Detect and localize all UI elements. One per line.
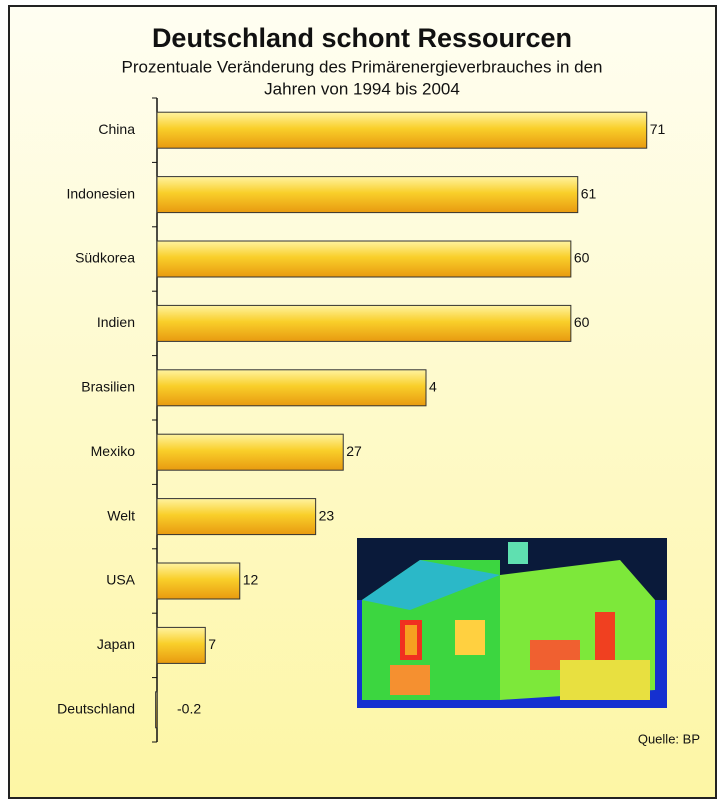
bar <box>155 691 158 729</box>
y-tick-label: USA <box>106 572 135 588</box>
y-tick-label: Brasilien <box>81 379 135 395</box>
bar <box>156 562 241 600</box>
value-label: 4 <box>429 379 437 395</box>
value-label: 61 <box>581 185 597 201</box>
bar <box>156 369 427 407</box>
y-tick-label: Südkorea <box>75 250 135 266</box>
bar <box>156 240 572 278</box>
thermal-photo <box>357 538 667 708</box>
value-label: 7 <box>208 636 216 652</box>
value-label: 60 <box>574 314 590 330</box>
chart-subtitle: Prozentuale Veränderung des Primärenergi… <box>121 57 602 76</box>
y-tick-label: Indonesien <box>66 185 135 201</box>
value-label: 60 <box>574 250 590 266</box>
bar <box>156 626 206 664</box>
value-label: 12 <box>243 572 259 588</box>
bar <box>156 176 579 214</box>
bar <box>156 433 344 471</box>
y-tick-label: Mexiko <box>91 443 136 459</box>
bar <box>156 111 648 149</box>
value-label: 23 <box>319 507 335 523</box>
y-tick-label: Indien <box>97 314 135 330</box>
bar <box>156 304 572 342</box>
value-label: 27 <box>346 443 362 459</box>
source-note: Quelle: BP <box>638 731 700 746</box>
bar <box>156 498 317 536</box>
y-tick-label: China <box>98 121 135 137</box>
value-label: -0.2 <box>177 701 201 717</box>
y-tick-label: Deutschland <box>57 701 135 717</box>
value-label: 71 <box>650 121 666 137</box>
y-tick-label: Japan <box>97 636 135 652</box>
chart-title: Deutschland schont Ressourcen <box>152 23 572 53</box>
y-tick-label: Welt <box>107 507 135 523</box>
chart-subtitle: Jahren von 1994 bis 2004 <box>264 79 460 98</box>
